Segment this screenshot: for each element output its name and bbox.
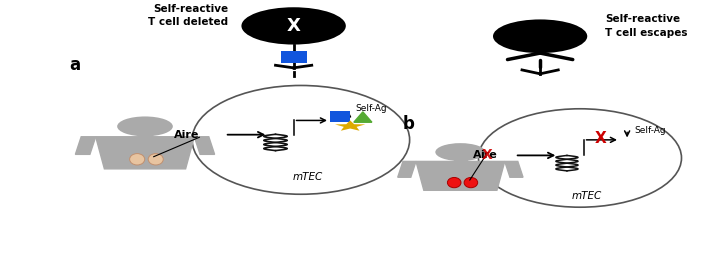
Ellipse shape bbox=[148, 154, 163, 165]
Polygon shape bbox=[454, 157, 467, 161]
Ellipse shape bbox=[464, 177, 478, 188]
Text: Self-reactive
T cell escapes: Self-reactive T cell escapes bbox=[605, 14, 688, 38]
Circle shape bbox=[241, 7, 346, 45]
Bar bbox=[330, 111, 350, 122]
Text: a: a bbox=[69, 56, 80, 74]
Circle shape bbox=[493, 19, 587, 53]
Text: Self-Ag: Self-Ag bbox=[355, 104, 387, 113]
Text: mTEC: mTEC bbox=[293, 172, 323, 182]
Circle shape bbox=[117, 117, 173, 136]
Text: X: X bbox=[286, 17, 301, 35]
Polygon shape bbox=[398, 161, 416, 177]
Text: X: X bbox=[482, 148, 492, 162]
Polygon shape bbox=[138, 132, 152, 137]
Ellipse shape bbox=[130, 154, 145, 165]
Circle shape bbox=[435, 143, 486, 161]
Polygon shape bbox=[505, 161, 523, 177]
Text: ire: ire bbox=[480, 150, 497, 160]
Bar bbox=[281, 51, 307, 63]
Ellipse shape bbox=[478, 109, 682, 207]
Ellipse shape bbox=[447, 177, 461, 188]
Text: Self-reactive
T cell deleted: Self-reactive T cell deleted bbox=[148, 4, 228, 27]
Polygon shape bbox=[96, 137, 194, 169]
Polygon shape bbox=[354, 112, 372, 122]
Text: Self-Ag: Self-Ag bbox=[634, 126, 666, 135]
Text: Aire: Aire bbox=[174, 130, 199, 140]
Text: b: b bbox=[402, 115, 414, 133]
Text: mTEC: mTEC bbox=[572, 191, 602, 200]
Polygon shape bbox=[194, 137, 215, 154]
Polygon shape bbox=[75, 137, 96, 154]
Polygon shape bbox=[335, 120, 365, 131]
Ellipse shape bbox=[192, 85, 410, 194]
Text: A: A bbox=[473, 150, 481, 160]
Text: X: X bbox=[594, 131, 606, 146]
Polygon shape bbox=[416, 161, 505, 190]
